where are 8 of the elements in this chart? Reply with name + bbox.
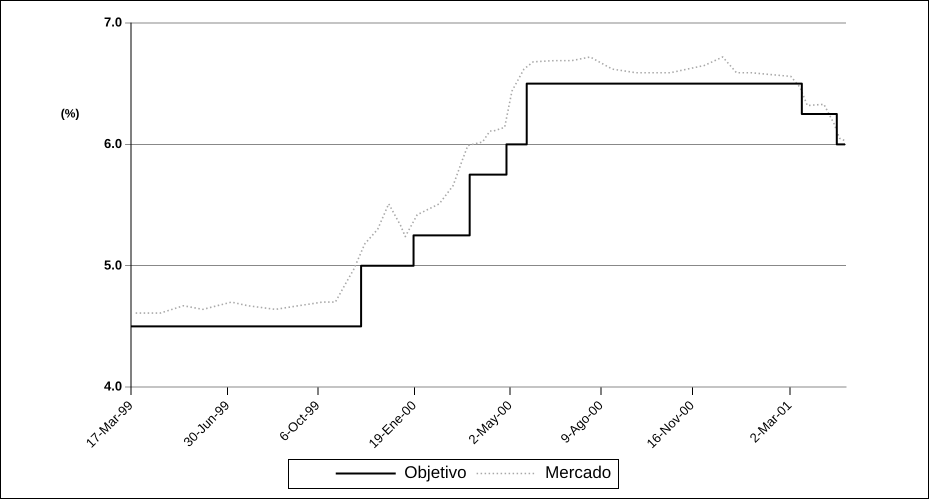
y-tick-label: 4.0 — [104, 378, 122, 394]
line-series — [134, 56, 846, 314]
y-tick-label: 6.0 — [104, 136, 122, 151]
legend-label: Objetivo — [404, 463, 467, 482]
y-tick-label: 5.0 — [104, 257, 122, 272]
legend-label: Mercado — [545, 463, 612, 482]
y-tick-label: 7.0 — [104, 14, 122, 30]
y-axis-title: (%) — [60, 106, 80, 120]
